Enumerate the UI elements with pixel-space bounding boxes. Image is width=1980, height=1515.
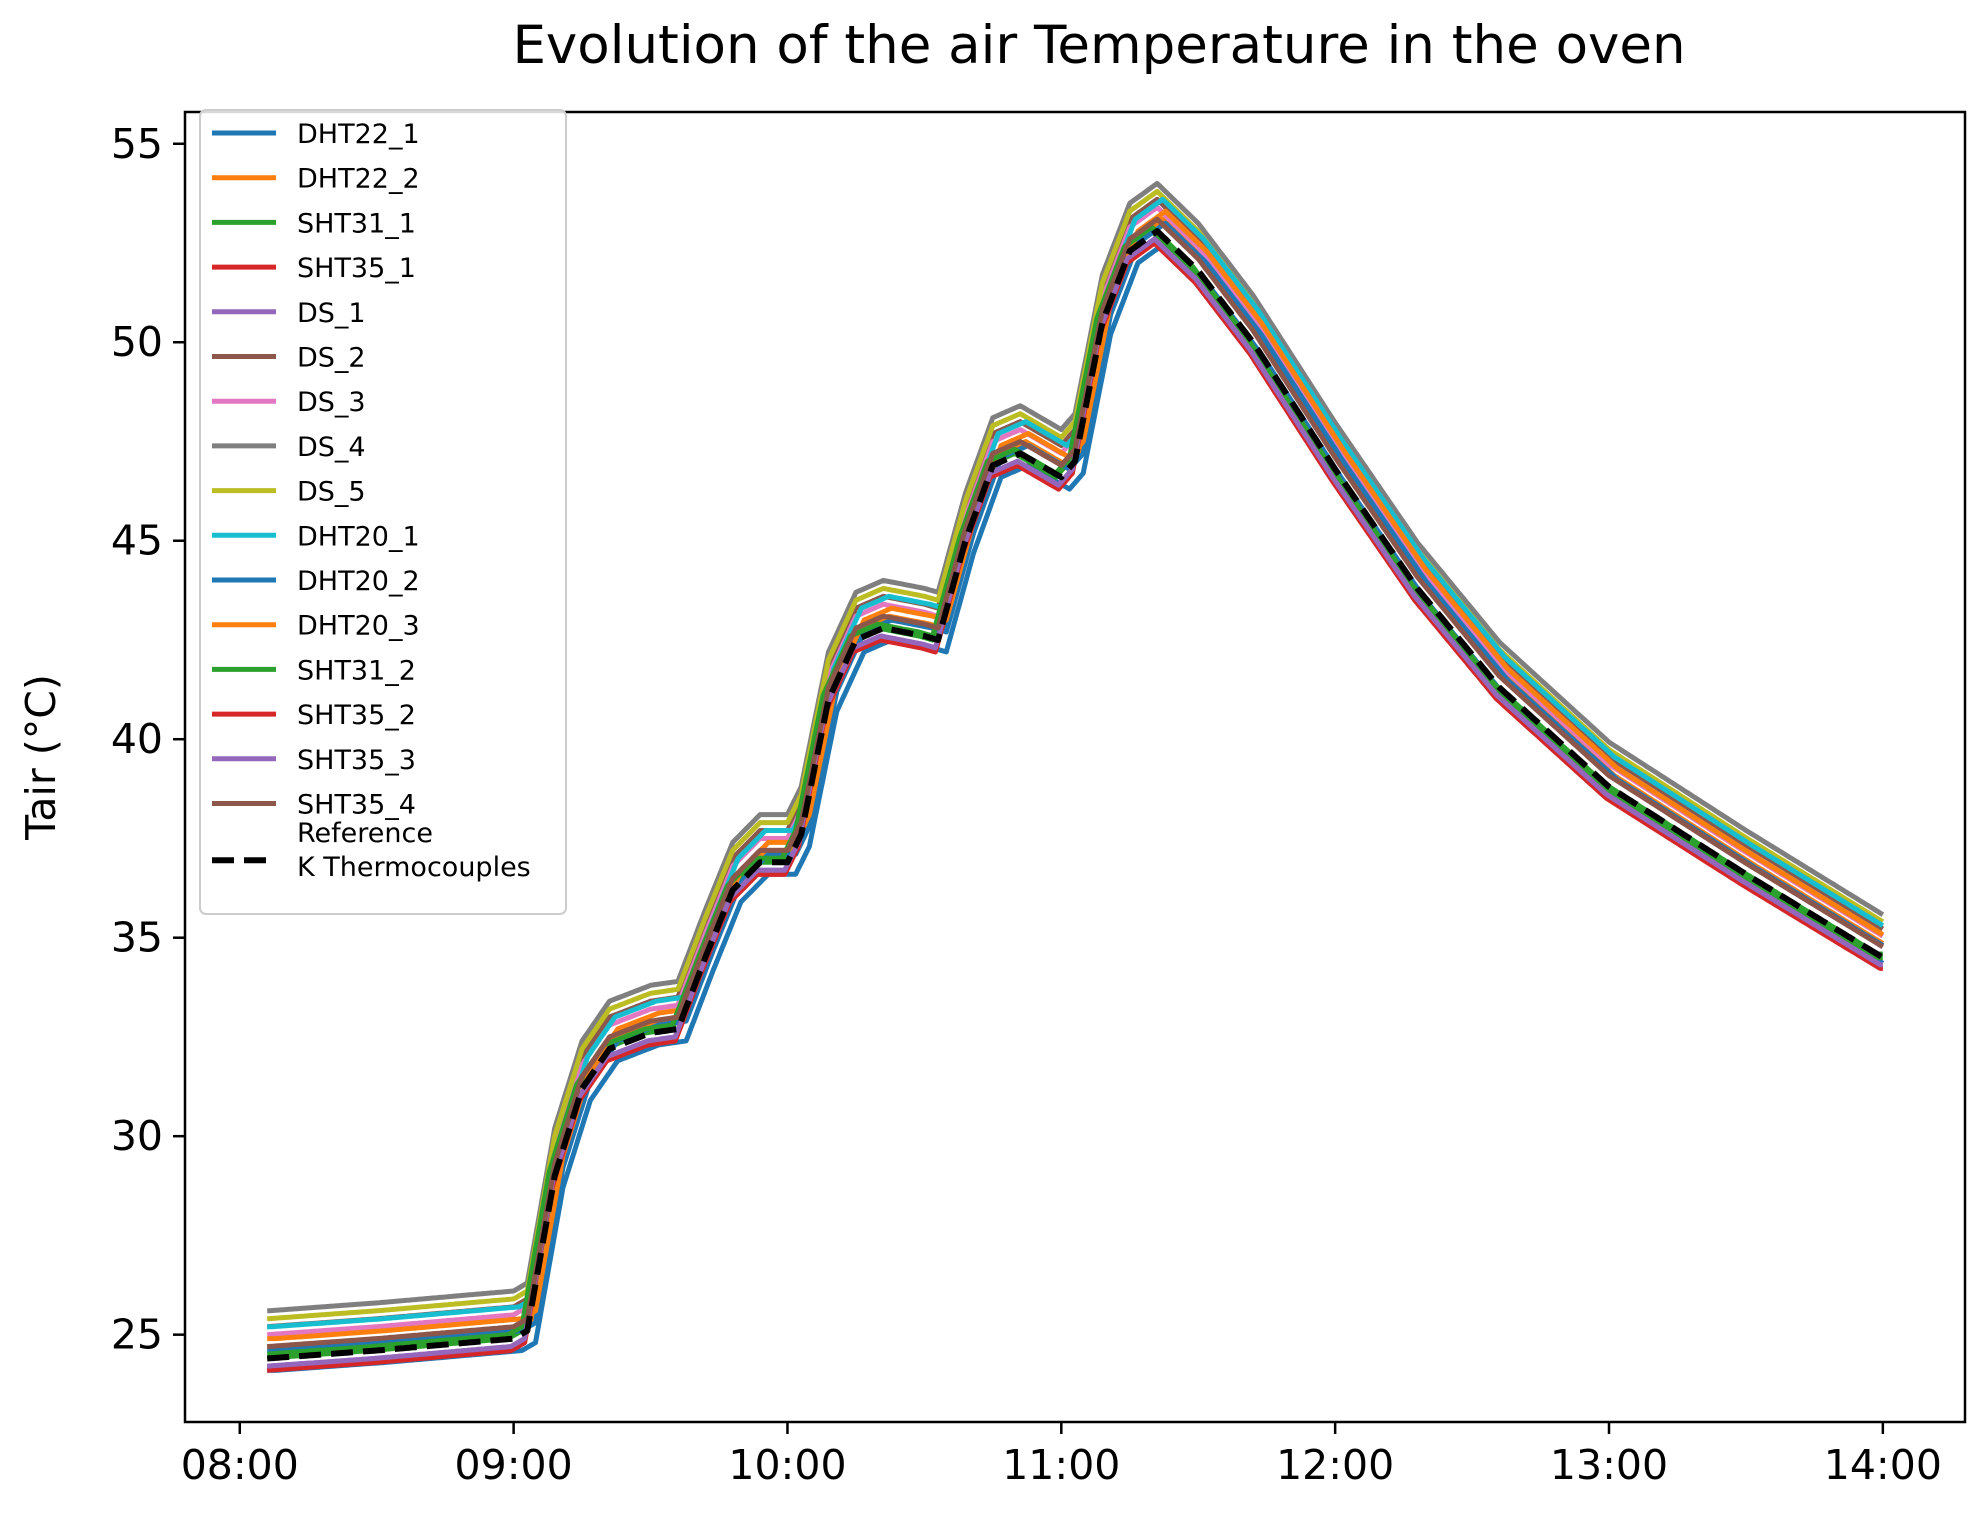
x-tick-label: 08:00 [181, 1441, 299, 1489]
x-tick-label: 13:00 [1550, 1441, 1668, 1489]
y-tick-label: 35 [111, 914, 163, 962]
legend-frame [199, 109, 567, 915]
plot-lines [266, 181, 1885, 1373]
y-tick-label: 25 [111, 1311, 163, 1359]
series-line-13 [267, 224, 1883, 1357]
legend-label: DHT22_2 [297, 164, 420, 195]
legend-label: SHT31_1 [297, 208, 416, 239]
x-tick-label: 14:00 [1824, 1441, 1942, 1489]
legend-label: SHT35_4 [297, 790, 416, 821]
chart-title: Evolution of the air Temperature in the … [512, 15, 1685, 76]
legend-label: DHT22_1 [297, 119, 420, 150]
x-tick-label: 12:00 [1276, 1441, 1394, 1489]
x-tick-label: 11:00 [1002, 1441, 1120, 1489]
legend-label: DHT20_2 [297, 566, 420, 597]
legend-label: DHT20_1 [297, 521, 420, 552]
legend-label: DHT20_3 [297, 611, 420, 642]
y-tick-label: 50 [111, 318, 163, 366]
legend-label: DS_5 [297, 477, 366, 508]
y-tick-label: 30 [111, 1112, 163, 1160]
legend-label: DS_2 [297, 343, 366, 374]
plot-frame [183, 110, 1967, 1424]
y-tick-label: 55 [111, 120, 163, 168]
legend: DHT22_1 DHT22_2 SHT31_1 SHT35_1 DS_1 DS_2 DS_3… [199, 109, 567, 915]
x-tick-label: 09:00 [455, 1441, 573, 1489]
y-axis: 25 30 35 40 45 50 55 [111, 120, 185, 1359]
legend-label: DS_4 [297, 432, 366, 463]
legend-label: Reference K Thermocouples [297, 818, 531, 883]
legend-label: DS_3 [297, 387, 366, 418]
legend-label: SHT35_1 [297, 253, 416, 284]
legend-label: SHT35_2 [297, 700, 416, 731]
legend-label: SHT35_3 [297, 745, 416, 776]
legend-label: DS_1 [297, 298, 366, 329]
series-line-17 [266, 228, 1885, 1362]
y-tick-label: 45 [111, 517, 163, 565]
y-axis-label: Tair (°C) [17, 674, 65, 841]
x-axis: 08:00 09:00 10:00 11:00 12:00 13:00 14:00 [181, 1422, 1942, 1489]
x-tick-label: 10:00 [728, 1441, 846, 1489]
y-tick-label: 40 [111, 715, 163, 763]
legend-label: SHT31_2 [297, 655, 416, 686]
